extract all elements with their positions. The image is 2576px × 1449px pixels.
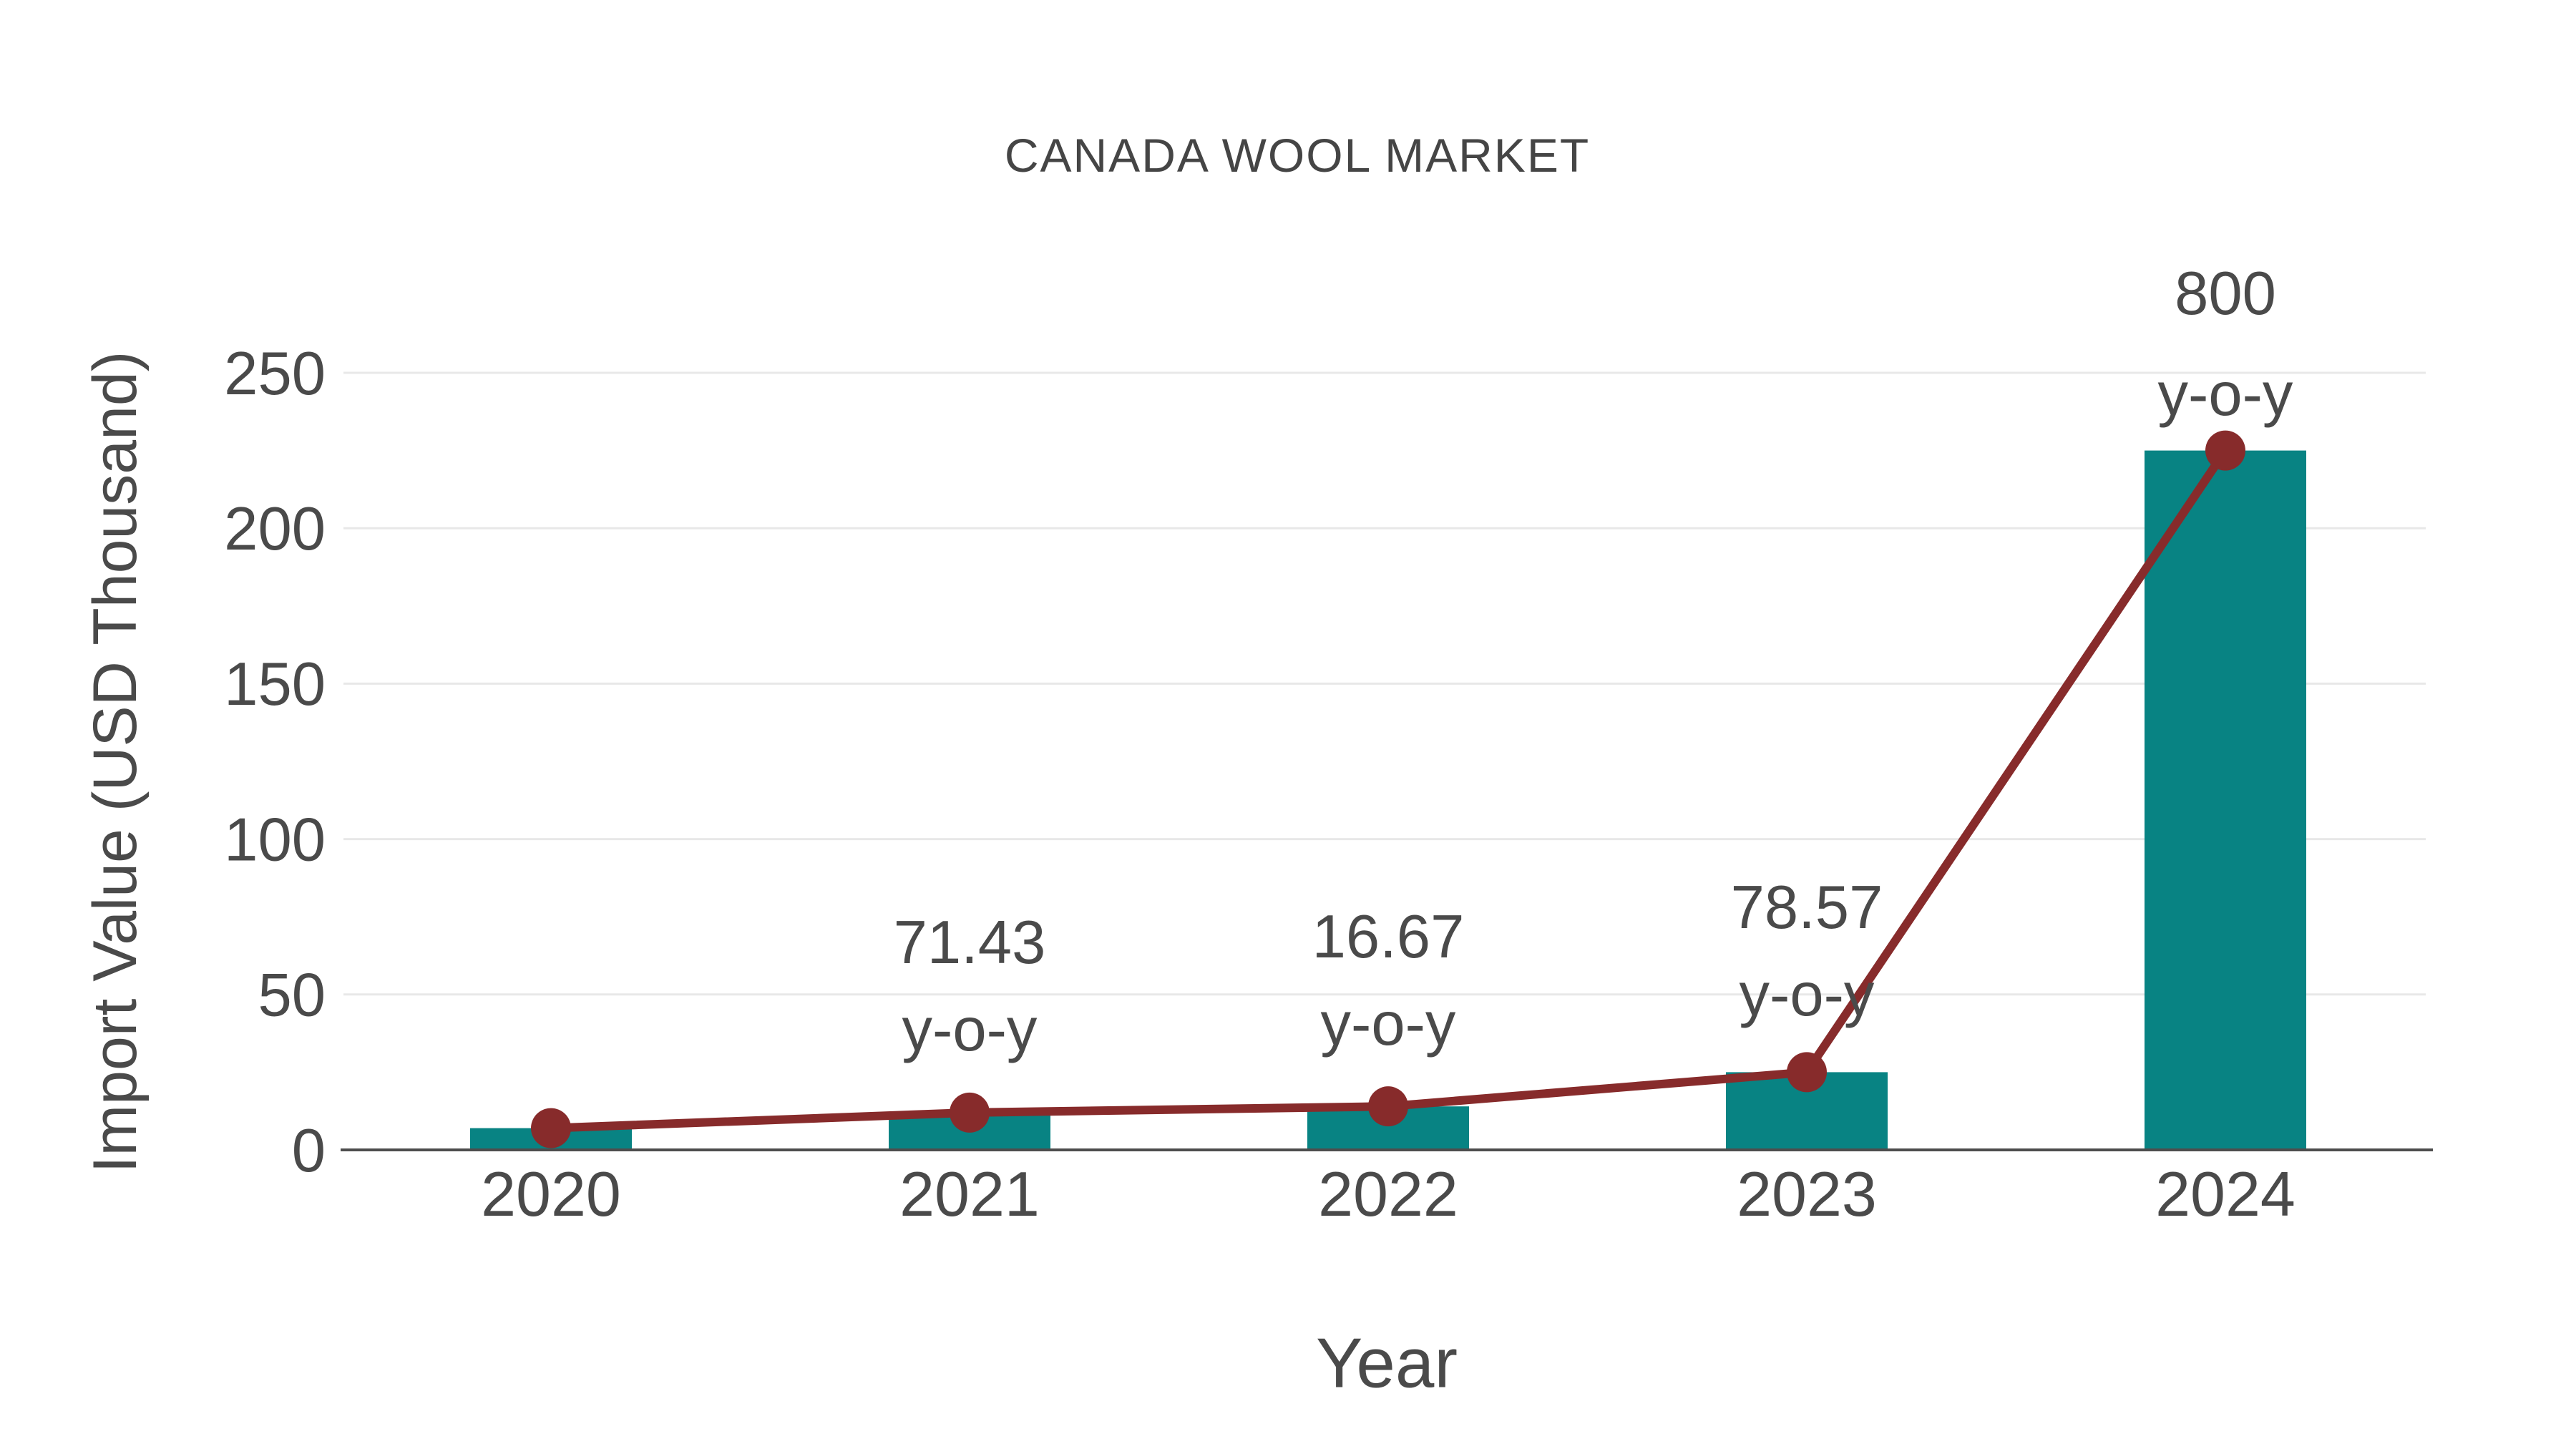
- y-tick-labels-group: 0 50 100 150 200 250: [224, 340, 326, 1185]
- trend-line-group: [531, 430, 2245, 1148]
- annotation-2022: 16.67 y-o-y: [1312, 903, 1465, 1058]
- x-axis-title: Year: [1316, 1323, 1458, 1402]
- annotation-value-2024: 800: [2175, 260, 2276, 328]
- gridlines-group: [343, 371, 2426, 996]
- x-tick-label-2020: 2020: [481, 1158, 621, 1229]
- line-marker-2021: [950, 1092, 990, 1133]
- x-tick-labels-group: 2020 2021 2022 2023 2024: [481, 1158, 2296, 1229]
- bar-2024: [2145, 450, 2306, 1150]
- line-marker-2020: [531, 1108, 571, 1148]
- y-tick-label-100: 100: [224, 806, 326, 874]
- line-marker-2022: [1368, 1086, 1408, 1127]
- annotation-yoy-2023: y-o-y: [1740, 961, 1875, 1029]
- x-tick-label-2023: 2023: [1737, 1158, 1877, 1229]
- annotation-yoy-2021: y-o-y: [902, 996, 1038, 1064]
- x-tick-label-2022: 2022: [1318, 1158, 1458, 1229]
- chart-title: CANADA WOOL MARKET: [1005, 129, 1590, 182]
- y-tick-label-250: 250: [224, 340, 326, 408]
- y-tick-label-150: 150: [224, 650, 326, 718]
- y-axis-title: Import Value (USD Thousand): [81, 351, 150, 1174]
- annotation-2023: 78.57 y-o-y: [1731, 874, 1883, 1029]
- annotation-2024: 800 y-o-y: [2158, 260, 2293, 429]
- line-marker-2024: [2205, 430, 2245, 471]
- annotation-value-2021: 71.43: [894, 909, 1046, 977]
- annotation-value-2023: 78.57: [1731, 874, 1883, 942]
- annotation-yoy-2024: y-o-y: [2158, 361, 2293, 429]
- y-tick-label-200: 200: [224, 495, 326, 563]
- annotation-value-2022: 16.67: [1312, 903, 1465, 971]
- annotation-2021: 71.43 y-o-y: [894, 909, 1046, 1064]
- y-tick-label-0: 0: [292, 1117, 326, 1185]
- annotations-group: 71.43 y-o-y 16.67 y-o-y 78.57 y-o-y 800 y-o-y: [894, 260, 2293, 1064]
- annotation-yoy-2022: y-o-y: [1321, 990, 1456, 1058]
- x-tick-label-2024: 2024: [2155, 1158, 2296, 1229]
- y-tick-label-50: 50: [258, 962, 326, 1030]
- x-tick-label-2021: 2021: [899, 1158, 1040, 1229]
- line-marker-2023: [1787, 1052, 1827, 1093]
